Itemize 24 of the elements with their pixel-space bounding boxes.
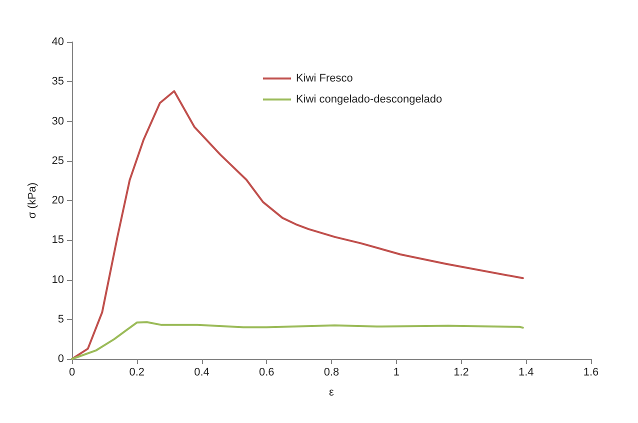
line-series [71,90,524,360]
x-axis-title: ε [329,386,334,398]
y-axis-title: σ (kPa) [26,182,38,219]
y-tick-label: 30 [52,115,64,128]
x-tick-label: 0.2 [129,366,145,378]
x-tick-label: 1.2 [454,366,469,378]
y-tick-label: 35 [52,76,64,88]
x-tick-label: 0.6 [258,366,274,378]
x-tick-label: 1 [393,366,400,378]
y-tick-label: 40 [52,36,64,48]
y-tick-label: 20 [52,194,64,206]
x-tick-label: 1.4 [518,366,534,378]
x-tick-label: 0.4 [194,366,210,378]
legend-label: Kiwi Fresco [296,72,353,84]
y-tick-label: 25 [52,154,64,167]
x-tick-label: 0 [68,366,76,378]
line-series [71,321,524,360]
y-tick-label: 5 [58,313,64,326]
legend-label: Kiwi congelado-descongelado [296,94,442,106]
y-tick-label: 10 [52,274,64,286]
y-tick-label: 0 [58,353,64,365]
x-tick-label: 0.8 [324,366,340,378]
x-tick-label: 1.6 [583,366,599,378]
y-tick-label: 15 [52,234,64,246]
